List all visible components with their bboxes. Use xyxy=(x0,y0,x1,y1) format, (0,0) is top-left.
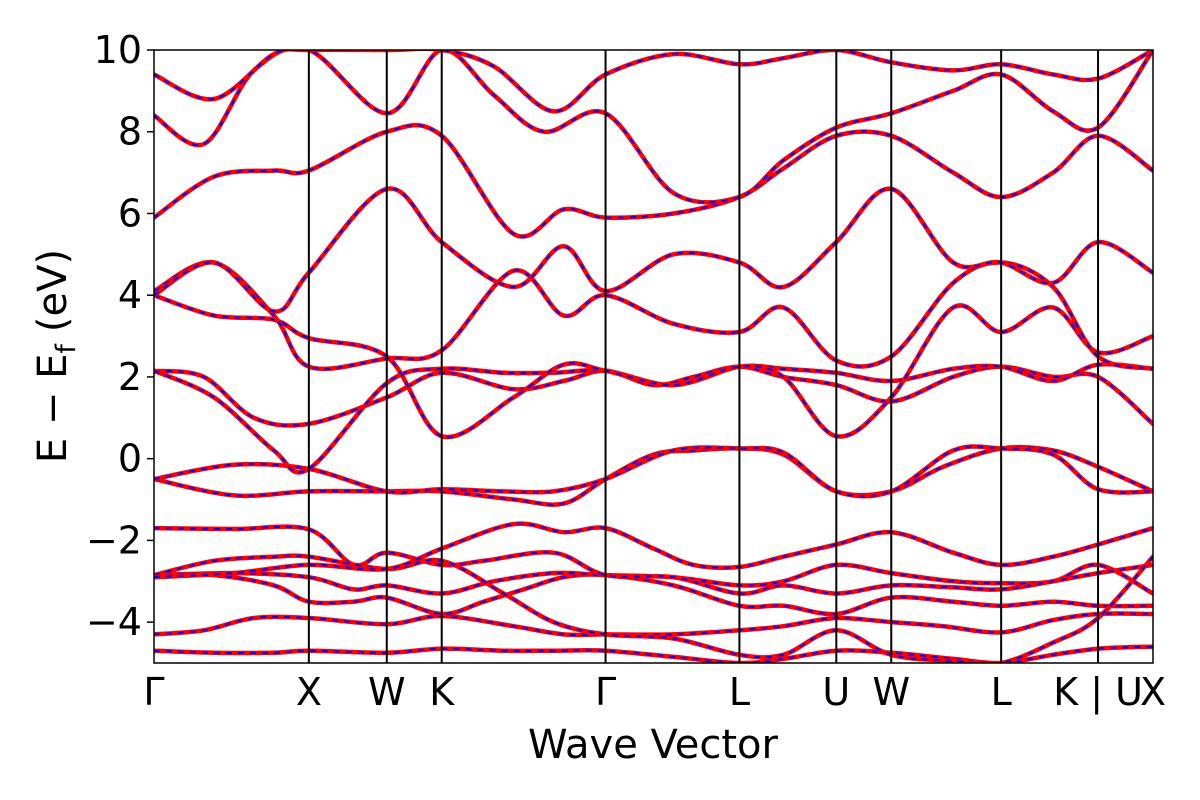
band-line-9-inner xyxy=(154,445,1153,498)
band-line-17 xyxy=(154,50,1153,114)
x-tick-label: X xyxy=(296,670,322,714)
band-line-8-inner xyxy=(154,446,1153,506)
band-line-3-outer xyxy=(154,572,1153,617)
y-axis-title-subscript: f xyxy=(51,343,82,354)
y-tick-label: 8 xyxy=(118,110,142,154)
y-tick-label: 2 xyxy=(118,355,142,399)
band-line-7 xyxy=(154,521,1153,580)
band-line-7-inner xyxy=(154,522,1153,579)
y-axis-title: E − Ef (eV) xyxy=(30,249,82,463)
band-line-15-inner xyxy=(154,124,1153,238)
band-line-14-inner xyxy=(154,187,1153,313)
x-tick-label: U xyxy=(822,670,850,714)
band-line-6 xyxy=(154,553,1153,663)
band-line-10 xyxy=(154,364,1153,428)
band-line-7-outer xyxy=(154,521,1153,580)
kpoint-lines xyxy=(307,50,1100,663)
y-ticks: 10 8 6 4 2 0 −2 −4 xyxy=(86,28,154,644)
band-line-6-inner xyxy=(154,554,1153,663)
band-line-6-outer xyxy=(154,553,1153,663)
x-tick-label: W xyxy=(368,670,406,714)
x-tick-label: L xyxy=(729,670,750,714)
band-line-3-inner xyxy=(154,573,1153,616)
x-tick-label: K xyxy=(429,670,455,714)
x-tick-label: Γ xyxy=(595,670,616,714)
band-line-14 xyxy=(154,186,1153,314)
band-line-15-outer xyxy=(154,122,1153,239)
plot-frame xyxy=(153,49,1154,664)
band-line-10-outer xyxy=(154,364,1153,428)
x-tick-label: X xyxy=(1140,670,1166,714)
band-line-15 xyxy=(154,122,1153,239)
band-line-17-inner xyxy=(154,50,1153,113)
x-tick-label: L xyxy=(991,670,1012,714)
y-tick-label: 0 xyxy=(118,437,142,481)
band-line-3 xyxy=(154,572,1153,617)
band-line-16-inner xyxy=(154,50,1153,204)
x-tick-label: K | U xyxy=(1053,670,1143,715)
y-tick-label: 10 xyxy=(94,28,142,72)
band-line-16-outer xyxy=(154,50,1153,205)
band-line-14-outer xyxy=(154,186,1153,314)
y-axis-title-unit: (eV) xyxy=(30,249,76,332)
y-tick-label: 4 xyxy=(118,273,142,317)
x-tick-label: Γ xyxy=(143,670,164,714)
y-tick-label: −4 xyxy=(86,600,142,644)
y-tick-label: −2 xyxy=(86,518,142,562)
band-line-16 xyxy=(154,50,1153,205)
band-line-2 xyxy=(154,611,1153,638)
band-line-1-inner xyxy=(154,645,1153,663)
x-tick-label: W xyxy=(872,670,910,714)
bands-layer xyxy=(154,50,1153,663)
x-axis-title: Wave Vector xyxy=(528,722,779,768)
y-axis-title-main: E − E xyxy=(30,354,76,464)
y-tick-label: 6 xyxy=(118,191,142,235)
band-line-10-inner xyxy=(154,365,1153,427)
